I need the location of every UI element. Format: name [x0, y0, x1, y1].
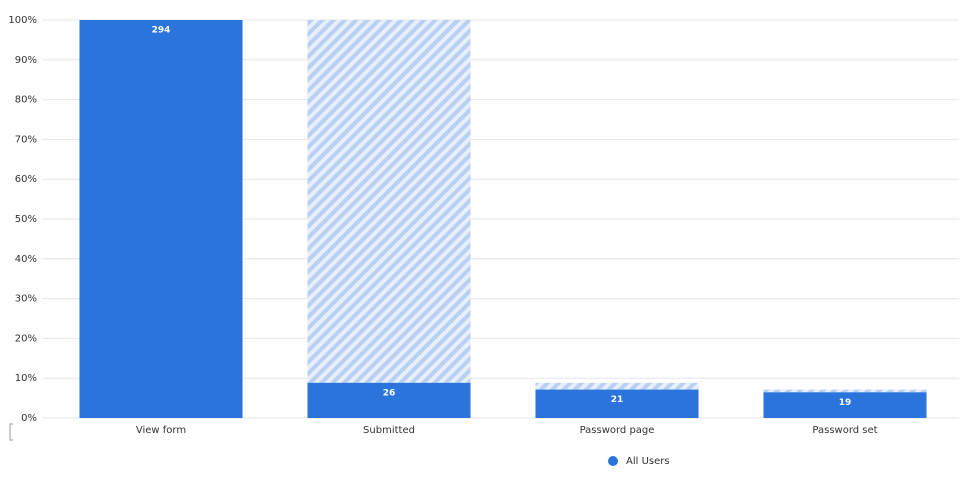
value-label: 294 — [152, 26, 171, 36]
legend-label: All Users — [626, 456, 670, 467]
y-tick-label: 60% — [15, 174, 37, 185]
drop-off-bar — [763, 389, 927, 393]
drop-off-bar — [307, 20, 471, 383]
y-tick-label: 90% — [15, 55, 37, 66]
y-tick-label: 20% — [15, 333, 37, 344]
value-label: 26 — [383, 388, 396, 398]
legend-marker — [608, 456, 618, 466]
y-tick-label: 70% — [15, 134, 37, 145]
y-tick-label: 50% — [15, 214, 37, 225]
x-tick-label: Password set — [812, 425, 877, 436]
bar — [307, 382, 471, 418]
bar — [79, 20, 243, 418]
y-tick-label: 30% — [15, 294, 37, 305]
y-tick-label: 80% — [15, 95, 37, 106]
y-tick-label: 0% — [21, 413, 37, 424]
x-tick-label: View form — [136, 425, 186, 436]
x-tick-label: Password page — [580, 425, 655, 436]
bar — [763, 392, 927, 418]
y-tick-label: 40% — [15, 254, 37, 265]
y-tick-label: 100% — [8, 15, 37, 26]
drop-off-bar — [535, 382, 699, 390]
value-label: 21 — [611, 395, 624, 405]
y-tick-label: 10% — [15, 373, 37, 384]
bar — [535, 389, 699, 418]
value-label: 19 — [839, 398, 852, 408]
x-tick-label: Submitted — [363, 425, 415, 436]
bracket — [9, 423, 13, 441]
